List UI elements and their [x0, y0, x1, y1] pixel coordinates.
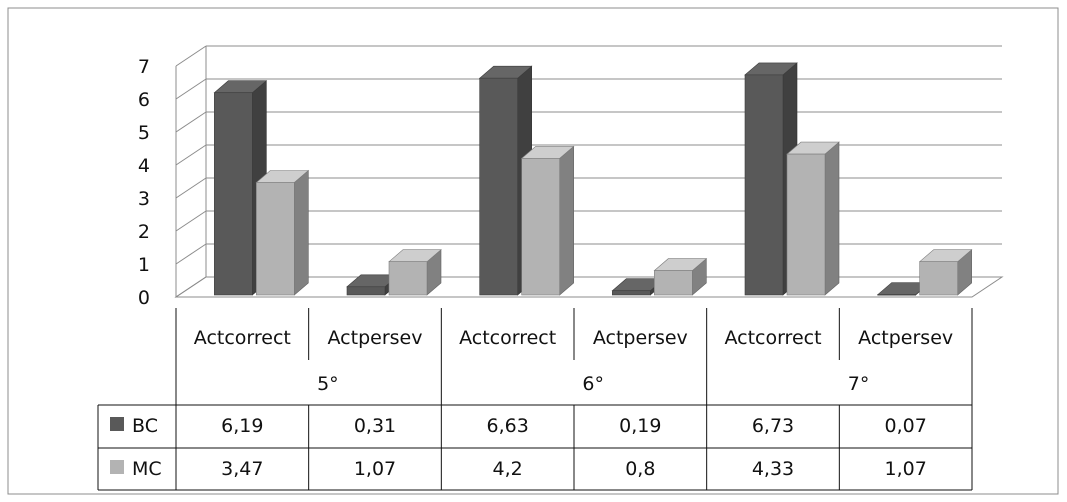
- data-table-value: 6,73: [752, 415, 794, 437]
- x-group-label: 6°: [582, 373, 604, 395]
- gridlines: [175, 45, 1002, 298]
- data-table-value: 0,8: [625, 458, 655, 480]
- legend-swatch: [110, 417, 124, 431]
- y-tick-label: 7: [138, 56, 150, 78]
- x-category-label: Actcorrect: [724, 327, 821, 349]
- y-tick-label: 2: [138, 221, 150, 243]
- bar-front-face: [479, 77, 518, 296]
- bar-front-face: [612, 290, 651, 296]
- bar-front-face: [521, 158, 560, 296]
- bar-side-face: [824, 141, 840, 296]
- bar-mc: [388, 249, 442, 296]
- bar-front-face: [877, 294, 916, 296]
- x-category-label: Actcorrect: [459, 327, 556, 349]
- bar-mc: [786, 141, 840, 296]
- gridline-side: [175, 45, 207, 67]
- y-tick-label: 0: [138, 287, 150, 309]
- bar-mc: [255, 169, 310, 296]
- bar-front-face: [214, 92, 253, 296]
- bar-mc: [520, 145, 575, 296]
- x-category-label: Actpersev: [328, 327, 423, 349]
- legend-series-name: MC: [132, 458, 162, 480]
- data-table-value: 0,07: [885, 415, 927, 437]
- bar-front-face: [744, 74, 784, 296]
- gridline-side: [175, 210, 207, 232]
- gridline-side: [175, 243, 207, 265]
- gridline-side: [175, 78, 207, 100]
- data-table-value: 4,33: [752, 458, 794, 480]
- x-category-label: Actpersev: [858, 327, 953, 349]
- y-tick-label: 1: [138, 254, 150, 276]
- bar-front-face: [346, 286, 386, 296]
- gridline-side: [175, 177, 207, 199]
- y-axis-tick-labels: 0 1 2 3 4 5 6 7: [138, 56, 150, 309]
- data-table: Actcorrect Actpersev Actcorrect Actpersev Ac…: [97, 308, 973, 491]
- bar-front-face: [919, 261, 958, 296]
- legend-series-name: BC: [132, 415, 158, 437]
- data-table-value: 0,19: [619, 415, 661, 437]
- legend-swatch: [110, 460, 124, 474]
- bar-front-face: [654, 270, 693, 296]
- bar-front-face: [256, 182, 295, 296]
- gridline-side: [175, 111, 207, 133]
- x-category-label: Actpersev: [593, 327, 688, 349]
- y-tick-label: 6: [138, 89, 150, 111]
- data-table-value: 0,31: [354, 415, 396, 437]
- y-tick-label: 4: [138, 155, 150, 177]
- x-group-label: 7°: [848, 373, 870, 395]
- x-group-label: 5°: [317, 373, 339, 395]
- x-category-label: Actcorrect: [194, 327, 291, 349]
- data-table-value: 4,2: [493, 458, 523, 480]
- bars: [213, 62, 973, 296]
- data-table-value: 6,63: [487, 415, 529, 437]
- bar-mc: [918, 249, 973, 296]
- gridline-side: [175, 144, 207, 166]
- data-table-value: 1,07: [885, 458, 927, 480]
- bar-mc: [653, 257, 708, 296]
- bar-side-face: [294, 169, 309, 296]
- bar-side-face: [559, 145, 574, 296]
- bar-bc: [213, 80, 268, 296]
- y-tick-label: 3: [138, 188, 150, 210]
- y-tick-label: 5: [138, 122, 150, 144]
- gridline-side: [175, 276, 207, 298]
- bar-front-face: [388, 261, 428, 296]
- back-wall: [206, 46, 1002, 277]
- data-table-value: 3,47: [221, 458, 263, 480]
- data-table-value: 1,07: [354, 458, 396, 480]
- bar-front-face: [786, 153, 826, 296]
- data-table-value: 6,19: [221, 415, 263, 437]
